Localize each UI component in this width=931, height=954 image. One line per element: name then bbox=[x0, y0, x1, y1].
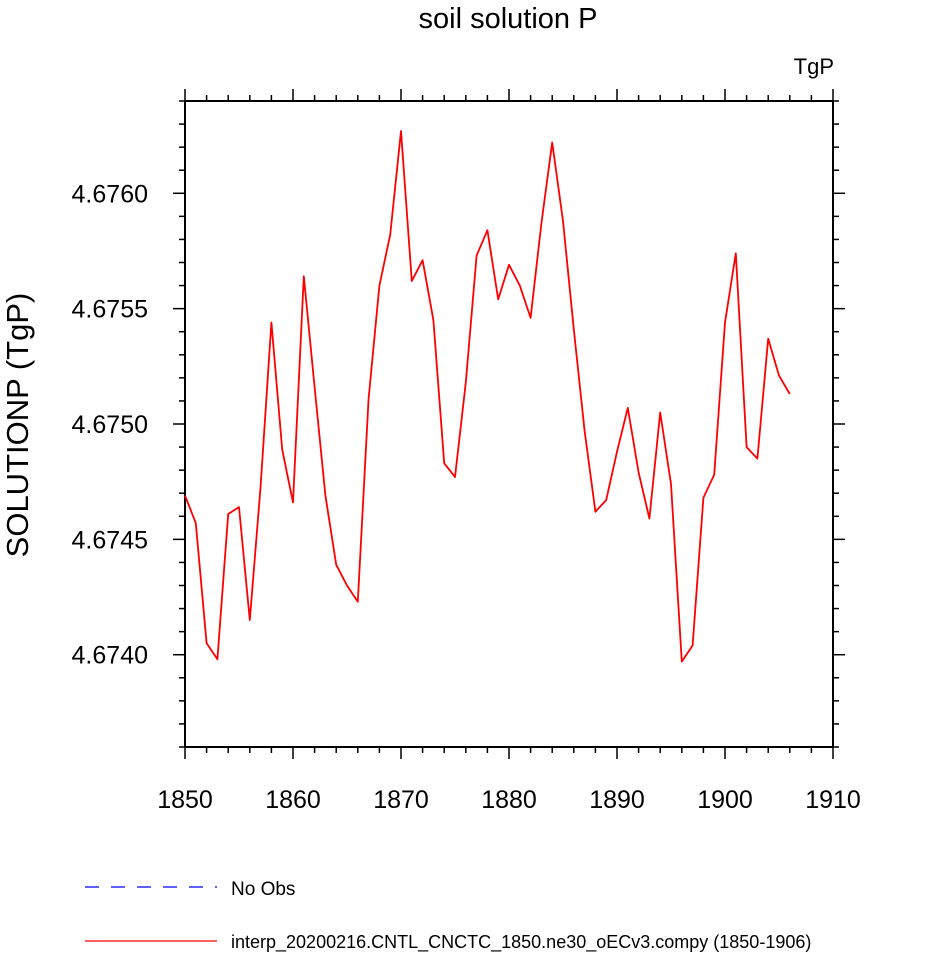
x-tick-label: 1900 bbox=[697, 786, 753, 814]
x-tick-label: 1910 bbox=[805, 786, 861, 814]
legend-label-model: interp_20200216.CNTL_CNCTC_1850.ne30_oEC… bbox=[231, 932, 811, 953]
y-tick-label: 4.6740 bbox=[72, 642, 148, 670]
plot-area: 1850 1860 1870 1880 1890 1900 1910 4.67404.674… bbox=[72, 89, 861, 814]
x-tick-label: 1870 bbox=[373, 786, 429, 814]
x-tick-label: 1880 bbox=[481, 786, 537, 814]
x-axis-ticks: 1850 1860 1870 1880 1890 1900 1910 bbox=[157, 89, 861, 814]
y-axis-label: SOLUTIONP (TgP) bbox=[0, 293, 35, 558]
legend: No Obs interp_20200216.CNTL_CNCTC_1850.n… bbox=[85, 879, 811, 953]
y-tick-label: 4.6755 bbox=[72, 296, 148, 324]
series-layer bbox=[184, 130, 791, 663]
y-tick-label: 4.6760 bbox=[72, 180, 148, 208]
x-tick-label: 1890 bbox=[589, 786, 645, 814]
legend-label-no-obs: No Obs bbox=[231, 879, 295, 900]
x-tick-label: 1860 bbox=[265, 786, 321, 814]
legend-item-no-obs: No Obs bbox=[85, 879, 295, 900]
x-tick-label: 1850 bbox=[157, 786, 213, 814]
y-tick-label: 4.6750 bbox=[72, 411, 148, 439]
y-tick-label: 4.6745 bbox=[72, 526, 148, 554]
series-line-0 bbox=[184, 130, 791, 663]
legend-item-model: interp_20200216.CNTL_CNCTC_1850.ne30_oEC… bbox=[85, 932, 811, 953]
y-axis-ticks: 4.6740 4.6745 4.6750 4.6755 4.6760 bbox=[72, 100, 845, 748]
chart-title: soil solution P bbox=[419, 3, 598, 35]
plot-frame bbox=[184, 100, 834, 748]
units-label: TgP bbox=[794, 54, 834, 79]
